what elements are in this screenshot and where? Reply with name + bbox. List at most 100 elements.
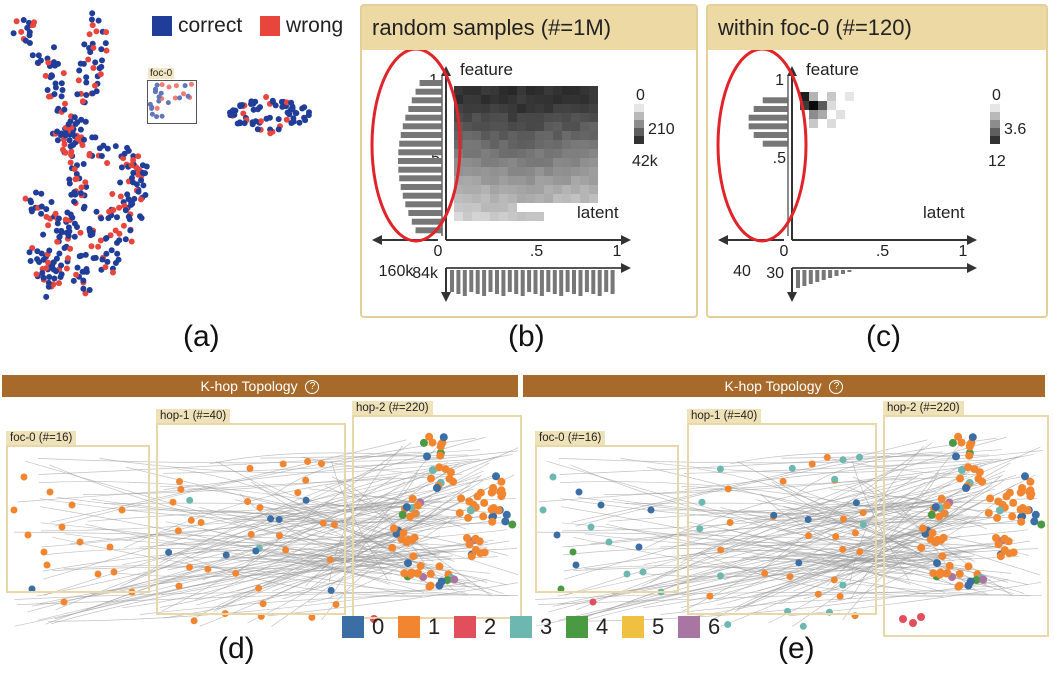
graph-edge: [716, 481, 926, 600]
heatmap-cell: [589, 167, 598, 176]
graph-node: [970, 465, 979, 474]
graph-node: [814, 590, 822, 598]
scatter-point: [82, 251, 89, 258]
heatmap-cell: [472, 212, 481, 221]
heatmap-cell: [562, 104, 571, 113]
scatter-point: [71, 198, 78, 205]
bottom-hist-bar: [507, 270, 512, 292]
left-hist-bar: [419, 80, 443, 86]
scatter-point: [252, 118, 259, 125]
khop-graph-d[interactable]: [2, 397, 518, 637]
heatmap-cell: [508, 203, 517, 212]
heatmap-cell: [553, 185, 562, 194]
graph-edge: [793, 566, 965, 592]
scatter-point: [69, 214, 76, 221]
colorbar-cell: [990, 136, 1000, 144]
hop1-box-e[interactable]: [687, 423, 877, 615]
feature-label: feature: [806, 60, 859, 79]
foc-box-e[interactable]: [535, 445, 679, 593]
scatter-point: [88, 16, 95, 23]
scatter-point: [77, 126, 84, 133]
graph-node: [716, 465, 724, 473]
heatmap-cell: [463, 122, 472, 131]
colorbar-cell: [634, 104, 644, 112]
panel-b-title: random samples (#=1M): [362, 6, 696, 50]
heatmap-cell: [472, 158, 481, 167]
graph-node: [856, 548, 864, 556]
help-icon[interactable]: ?: [829, 380, 844, 395]
graph-node: [476, 488, 485, 497]
heatmap-cell: [481, 122, 490, 131]
heatmap-cell: [526, 176, 535, 185]
bottom-hist-bar: [527, 270, 532, 292]
class-swatch: [398, 616, 420, 638]
foc-box-d[interactable]: [6, 445, 150, 593]
scatter-point: [95, 17, 102, 24]
scatter-point: [250, 106, 257, 113]
graph-node: [917, 613, 925, 621]
hop1-label-d: hop-1 (#=40): [156, 409, 231, 423]
graph-node: [76, 538, 84, 546]
scatter-point: [98, 215, 105, 222]
heatmap-cell: [526, 158, 535, 167]
graph-edge: [275, 451, 422, 494]
scatter-point: [56, 280, 62, 287]
graph-edge: [558, 457, 960, 464]
heatmap-cell: [508, 122, 517, 131]
class-legend-item: 0: [342, 614, 384, 640]
scatter-point: [45, 259, 52, 266]
panel-d: K-hop Topology ? foc-0 (#=16) hop-1 (#=4…: [2, 375, 522, 637]
scatter-point: [288, 99, 295, 106]
hop2-box-d[interactable]: [352, 415, 522, 619]
heatmap-cell: [526, 86, 535, 95]
scatter-point: [54, 137, 61, 144]
bottom-hist-bar: [834, 270, 839, 276]
heatmap-cell: [490, 86, 499, 95]
graph-node: [899, 615, 907, 623]
scatter-point: [159, 82, 165, 88]
scatter-point: [58, 271, 65, 278]
heatmap-cell: [535, 149, 544, 158]
scatter-point: [126, 216, 133, 223]
caption-e: (e): [778, 632, 815, 665]
help-icon[interactable]: ?: [305, 380, 320, 395]
heatmap-cell: [490, 95, 499, 104]
heatmap-cell: [499, 104, 508, 113]
graph-node: [419, 438, 428, 447]
scatter-point: [108, 247, 115, 254]
heatmap-cell: [472, 203, 481, 212]
graph-edge: [561, 499, 938, 532]
graph-node: [805, 532, 812, 540]
hop1-box-d[interactable]: [156, 423, 346, 615]
scatter-point: [130, 179, 136, 186]
graph-node: [187, 516, 195, 524]
khop-graph-e[interactable]: [523, 397, 1045, 637]
scatter-point: [185, 93, 191, 99]
scatter-point: [109, 191, 116, 197]
heatmap-cell: [562, 140, 571, 149]
graph-node: [267, 515, 275, 523]
graph-edge: [163, 450, 518, 490]
graph-node: [436, 451, 445, 460]
khop-title-e: K-hop Topology: [724, 378, 822, 394]
focus-box[interactable]: [147, 80, 197, 124]
x-tick-label: 1: [613, 243, 622, 260]
scatter-point: [90, 65, 97, 71]
scatter-point: [63, 265, 70, 272]
graph-node: [996, 552, 1005, 561]
bottom-hist-bar: [559, 270, 564, 296]
graph-edge: [83, 453, 513, 495]
graph-node: [788, 464, 796, 472]
scatter-point: [77, 60, 84, 67]
graph-node: [859, 521, 867, 529]
panel-a: correct wrong foc-0: [0, 0, 350, 320]
heatmap-cell: [472, 113, 481, 122]
scatter-point: [83, 92, 90, 98]
scatter-point: [128, 238, 135, 245]
hop2-box-e[interactable]: [883, 415, 1049, 637]
graph-node: [962, 484, 970, 492]
embedding-scatter[interactable]: [0, 0, 350, 320]
graph-node: [937, 494, 946, 503]
